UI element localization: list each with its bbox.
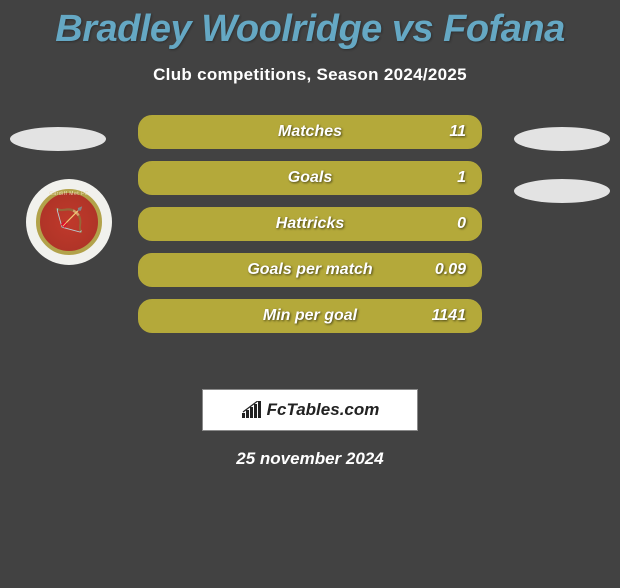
- club-crest-inner: Cardiff Met FC 🏹: [36, 189, 102, 255]
- footer-date: 25 november 2024: [0, 449, 620, 469]
- stat-bar-label: Goals: [288, 169, 332, 187]
- stat-bar: Goals 1: [138, 161, 482, 195]
- page-title: Bradley Woolridge vs Fofana: [0, 8, 620, 51]
- brand-badge[interactable]: FcTables.com: [202, 389, 418, 431]
- archer-icon: 🏹: [54, 209, 84, 233]
- stat-bars: Matches 11 Goals 1 Hattricks 0 Goals per match…: [138, 115, 482, 345]
- bar-chart-icon: [241, 401, 263, 419]
- stat-bar-label: Matches: [278, 123, 342, 141]
- stat-bar-label: Min per goal: [263, 307, 357, 325]
- stat-bar: Hattricks 0: [138, 207, 482, 241]
- stat-bar: Min per goal 1141: [138, 299, 482, 333]
- page-subtitle: Club competitions, Season 2024/2025: [0, 65, 620, 85]
- stat-bar-value: 0: [457, 215, 466, 233]
- player-right-placeholder-1: [514, 127, 610, 151]
- stat-bar-value: 0.09: [435, 261, 466, 279]
- stat-bar: Matches 11: [138, 115, 482, 149]
- stat-bar-value: 1141: [432, 307, 466, 325]
- club-crest: Cardiff Met FC 🏹: [26, 179, 112, 265]
- stat-bar-value: 1: [457, 169, 466, 187]
- brand-badge-text: FcTables.com: [267, 400, 380, 420]
- player-left-placeholder-1: [10, 127, 106, 151]
- stat-bar-value: 11: [449, 123, 466, 141]
- stats-panel: Cardiff Met FC 🏹 Matches 11 Goals 1 Hattrick…: [0, 115, 620, 375]
- player-right-placeholder-2: [514, 179, 610, 203]
- stat-bar-label: Goals per match: [247, 261, 372, 279]
- club-crest-text: Cardiff Met FC: [40, 191, 98, 197]
- stat-bar-label: Hattricks: [276, 215, 344, 233]
- stat-bar: Goals per match 0.09: [138, 253, 482, 287]
